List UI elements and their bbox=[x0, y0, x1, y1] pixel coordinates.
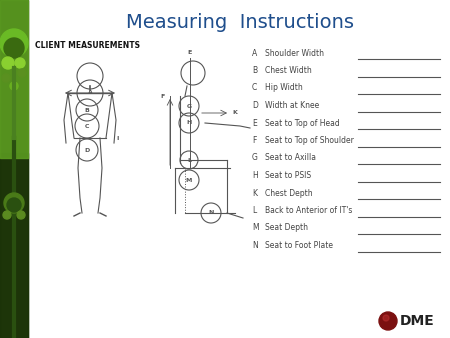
Text: D: D bbox=[85, 147, 90, 152]
Circle shape bbox=[4, 193, 24, 213]
Circle shape bbox=[379, 312, 397, 330]
Text: Seat to Axilla: Seat to Axilla bbox=[265, 153, 316, 163]
Circle shape bbox=[2, 57, 14, 69]
Circle shape bbox=[2, 74, 10, 82]
Text: H: H bbox=[252, 171, 258, 180]
Text: Seat to Top of Shoulder: Seat to Top of Shoulder bbox=[265, 136, 354, 145]
Bar bbox=[0, 0, 28, 158]
Text: B: B bbox=[252, 66, 257, 75]
Circle shape bbox=[7, 198, 21, 212]
Text: A: A bbox=[88, 91, 92, 96]
Text: I: I bbox=[117, 136, 119, 141]
Text: L: L bbox=[187, 158, 191, 163]
Text: Shoulder Width: Shoulder Width bbox=[265, 48, 324, 57]
Text: Seat to Top of Head: Seat to Top of Head bbox=[265, 119, 340, 127]
Bar bbox=[0, 153, 28, 338]
Text: Measuring  Instructions: Measuring Instructions bbox=[126, 13, 354, 31]
Text: Hip Width: Hip Width bbox=[265, 83, 303, 93]
Text: F: F bbox=[161, 94, 165, 98]
Text: Back to Anterior of IT's: Back to Anterior of IT's bbox=[265, 206, 352, 215]
Text: C: C bbox=[85, 123, 89, 128]
Text: H: H bbox=[186, 121, 192, 125]
Circle shape bbox=[10, 82, 18, 90]
Text: E: E bbox=[188, 50, 192, 55]
Text: D: D bbox=[252, 101, 258, 110]
Circle shape bbox=[18, 69, 26, 77]
Text: B: B bbox=[85, 107, 90, 113]
Text: E: E bbox=[252, 119, 257, 127]
Circle shape bbox=[15, 58, 25, 68]
Circle shape bbox=[3, 211, 11, 219]
Bar bbox=[0, 0, 28, 338]
Text: CLIENT MEASUREMENTS: CLIENT MEASUREMENTS bbox=[35, 42, 140, 50]
Text: M: M bbox=[186, 177, 192, 183]
Text: C: C bbox=[252, 83, 257, 93]
Text: M: M bbox=[252, 223, 259, 233]
Text: K: K bbox=[252, 189, 257, 197]
Text: Chest Width: Chest Width bbox=[265, 66, 312, 75]
Text: G: G bbox=[186, 103, 192, 108]
Text: N: N bbox=[252, 241, 258, 250]
Text: F: F bbox=[252, 136, 256, 145]
Text: Seat to Foot Plate: Seat to Foot Plate bbox=[265, 241, 333, 250]
Circle shape bbox=[383, 315, 389, 321]
Text: K: K bbox=[232, 111, 237, 116]
Circle shape bbox=[4, 38, 24, 58]
Text: N: N bbox=[208, 211, 214, 216]
Circle shape bbox=[17, 211, 25, 219]
Text: Seat to PSIS: Seat to PSIS bbox=[265, 171, 311, 180]
Text: Chest Depth: Chest Depth bbox=[265, 189, 313, 197]
Text: L: L bbox=[252, 206, 256, 215]
Text: Seat Depth: Seat Depth bbox=[265, 223, 308, 233]
Circle shape bbox=[0, 29, 28, 57]
Text: DME: DME bbox=[400, 314, 435, 328]
Text: G: G bbox=[252, 153, 258, 163]
Text: A: A bbox=[252, 48, 257, 57]
Text: Width at Knee: Width at Knee bbox=[265, 101, 319, 110]
